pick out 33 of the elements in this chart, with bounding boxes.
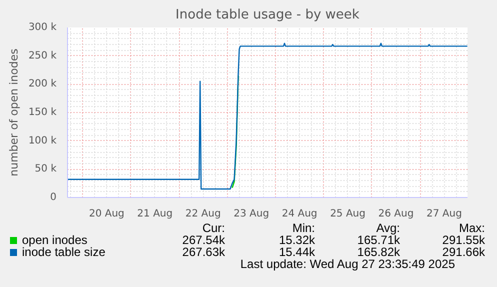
text: Last update: Wed Aug 27 23:35:49 2025 [239, 257, 455, 271]
text: 267.63k [181, 245, 225, 259]
text: Cur: [201, 221, 225, 235]
x-tick-label: 27 Aug [426, 208, 462, 220]
chart-title: Inode table usage - by week [176, 8, 360, 22]
y-tick-label: 100 k [28, 135, 57, 146]
text: Min: [291, 221, 315, 235]
x-tick-label: 23 Aug [234, 208, 270, 220]
y-tick-label: 250 k [28, 50, 57, 62]
text: 165.71k [356, 233, 400, 247]
y-tick-label: 300 k [28, 22, 57, 33]
y-axis-title: number of open inodes [7, 48, 20, 176]
legend-label: inode table size [21, 245, 106, 259]
legend-label: open inodes [21, 233, 88, 247]
y-tick-label: 0 [50, 192, 57, 203]
text: 15.32k [278, 233, 315, 247]
y-tick-label: 150 k [28, 107, 57, 118]
x-tick-label: 21 Aug [137, 208, 173, 220]
x-tick-label: 26 Aug [378, 208, 414, 220]
text: 15.44k [278, 245, 315, 259]
line-series [68, 42, 468, 190]
x-tick-label: 22 Aug [185, 208, 221, 220]
text: 291.55k [441, 233, 485, 247]
text: Max: [458, 221, 485, 235]
text: 165.82k [356, 245, 400, 259]
text: 291.66k [441, 245, 485, 259]
text: Avg: [375, 221, 400, 235]
x-tick-label: 25 Aug [330, 208, 366, 220]
text: 267.54k [181, 233, 225, 247]
y-tick-label: 50 k [34, 164, 57, 175]
x-tick-label: 24 Aug [282, 208, 318, 220]
x-tick-label: 20 Aug [88, 208, 124, 220]
y-tick-label: 200 k [28, 78, 57, 90]
